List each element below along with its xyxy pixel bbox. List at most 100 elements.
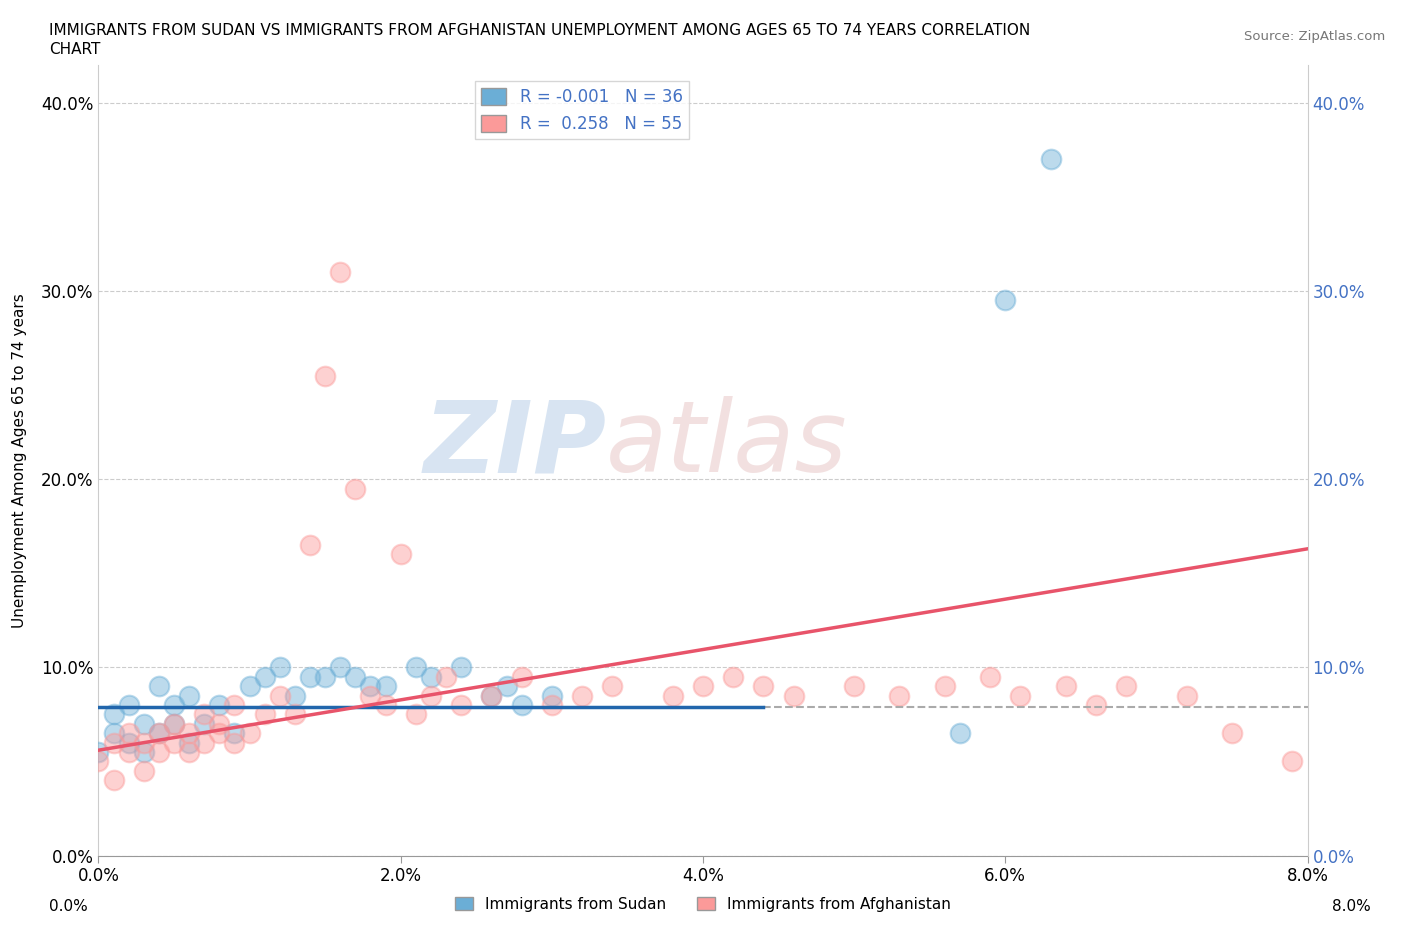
- Point: [314, 368, 336, 383]
- Point: [299, 538, 322, 552]
- Text: ZIP: ZIP: [423, 396, 606, 493]
- Point: [495, 679, 517, 694]
- Point: [329, 265, 352, 280]
- Point: [481, 688, 503, 703]
- Point: [208, 725, 231, 740]
- Point: [253, 707, 276, 722]
- Text: Source: ZipAtlas.com: Source: ZipAtlas.com: [1244, 30, 1385, 43]
- Point: [360, 679, 382, 694]
- Point: [284, 688, 307, 703]
- Point: [132, 764, 155, 778]
- Point: [752, 679, 775, 694]
- Point: [434, 670, 457, 684]
- Point: [179, 688, 201, 703]
- Point: [692, 679, 714, 694]
- Point: [118, 725, 141, 740]
- Point: [1220, 725, 1243, 740]
- Point: [193, 736, 215, 751]
- Text: 8.0%: 8.0%: [1331, 899, 1371, 914]
- Point: [179, 736, 201, 751]
- Point: [571, 688, 593, 703]
- Point: [314, 670, 336, 684]
- Point: [269, 688, 291, 703]
- Point: [360, 688, 382, 703]
- Point: [374, 679, 396, 694]
- Legend: R = -0.001   N = 36, R =  0.258   N = 55: R = -0.001 N = 36, R = 0.258 N = 55: [475, 81, 689, 140]
- Point: [148, 725, 170, 740]
- Text: CHART: CHART: [49, 42, 101, 57]
- Point: [132, 736, 155, 751]
- Point: [1010, 688, 1032, 703]
- Point: [208, 698, 231, 712]
- Point: [87, 745, 110, 760]
- Point: [224, 725, 246, 740]
- Point: [602, 679, 624, 694]
- Point: [148, 679, 170, 694]
- Point: [510, 698, 533, 712]
- Point: [179, 745, 201, 760]
- Text: IMMIGRANTS FROM SUDAN VS IMMIGRANTS FROM AFGHANISTAN UNEMPLOYMENT AMONG AGES 65 : IMMIGRANTS FROM SUDAN VS IMMIGRANTS FROM…: [49, 23, 1031, 38]
- Point: [253, 670, 276, 684]
- Point: [208, 716, 231, 731]
- Point: [163, 716, 186, 731]
- Point: [1175, 688, 1198, 703]
- Point: [132, 745, 155, 760]
- Point: [163, 736, 186, 751]
- Point: [450, 660, 472, 675]
- Point: [510, 670, 533, 684]
- Point: [420, 670, 443, 684]
- Point: [87, 754, 110, 769]
- Point: [132, 716, 155, 731]
- Point: [374, 698, 396, 712]
- Legend: Immigrants from Sudan, Immigrants from Afghanistan: Immigrants from Sudan, Immigrants from A…: [449, 890, 957, 918]
- Point: [299, 670, 322, 684]
- Point: [979, 670, 1001, 684]
- Point: [329, 660, 352, 675]
- Point: [239, 725, 262, 740]
- Point: [163, 698, 186, 712]
- Point: [224, 698, 246, 712]
- Point: [193, 707, 215, 722]
- Point: [420, 688, 443, 703]
- Point: [405, 707, 427, 722]
- Point: [405, 660, 427, 675]
- Point: [844, 679, 866, 694]
- Point: [118, 736, 141, 751]
- Y-axis label: Unemployment Among Ages 65 to 74 years: Unemployment Among Ages 65 to 74 years: [13, 293, 27, 628]
- Point: [224, 736, 246, 751]
- Point: [118, 698, 141, 712]
- Point: [450, 698, 472, 712]
- Point: [344, 481, 367, 496]
- Point: [481, 688, 503, 703]
- Point: [103, 736, 125, 751]
- Point: [1039, 152, 1062, 166]
- Point: [540, 698, 562, 712]
- Point: [1085, 698, 1108, 712]
- Point: [661, 688, 683, 703]
- Point: [103, 707, 125, 722]
- Point: [148, 745, 170, 760]
- Text: atlas: atlas: [606, 396, 848, 493]
- Point: [239, 679, 262, 694]
- Point: [540, 688, 562, 703]
- Point: [163, 716, 186, 731]
- Point: [889, 688, 911, 703]
- Point: [103, 773, 125, 788]
- Point: [723, 670, 745, 684]
- Point: [389, 547, 412, 562]
- Point: [148, 725, 170, 740]
- Point: [934, 679, 956, 694]
- Point: [118, 745, 141, 760]
- Point: [994, 293, 1017, 308]
- Point: [193, 716, 215, 731]
- Point: [284, 707, 307, 722]
- Point: [1281, 754, 1303, 769]
- Point: [1054, 679, 1077, 694]
- Text: 0.0%: 0.0%: [49, 899, 89, 914]
- Point: [269, 660, 291, 675]
- Point: [344, 670, 367, 684]
- Point: [949, 725, 972, 740]
- Point: [783, 688, 806, 703]
- Point: [103, 725, 125, 740]
- Point: [179, 725, 201, 740]
